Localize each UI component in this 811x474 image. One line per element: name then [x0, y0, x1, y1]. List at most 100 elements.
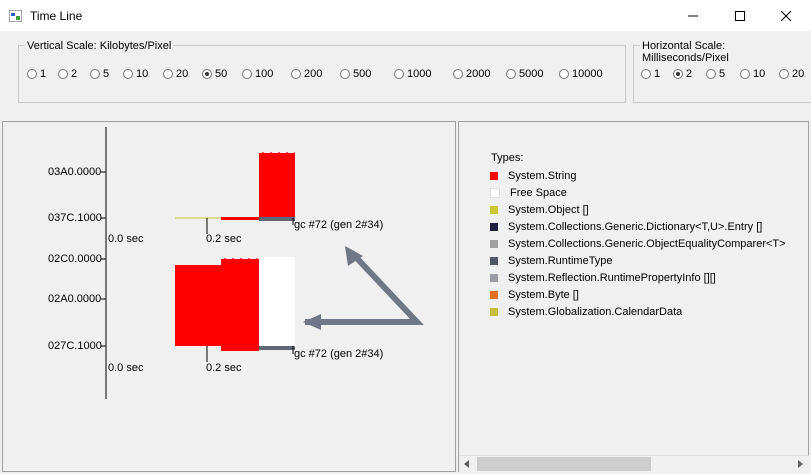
- legend-swatch: [490, 274, 498, 282]
- string-bar: [259, 153, 295, 217]
- string-bar-edge: [221, 258, 259, 264]
- radio-button[interactable]: [291, 69, 301, 79]
- vertical-scale-option-10[interactable]: 10: [123, 68, 148, 80]
- legend-swatch: [490, 240, 498, 248]
- radio-button[interactable]: [202, 69, 212, 79]
- radio-button[interactable]: [163, 69, 173, 79]
- radio-button[interactable]: [340, 69, 350, 79]
- horizontal-scale-option-5[interactable]: 5: [706, 68, 725, 80]
- radio-label: 1: [654, 68, 661, 80]
- vertical-scale-group: [18, 45, 626, 103]
- legend-item: System.Collections.Generic.ObjectEqualit…: [490, 236, 786, 252]
- vertical-scale-option-20[interactable]: 20: [163, 68, 188, 80]
- annotation-arrow: [305, 249, 424, 325]
- legend-swatch: [490, 206, 498, 214]
- arrowhead: [303, 314, 321, 330]
- maximize-button[interactable]: [720, 0, 760, 31]
- vertical-scale-option-200[interactable]: 200: [291, 68, 322, 80]
- close-button[interactable]: [766, 0, 806, 31]
- radio-button[interactable]: [27, 69, 37, 79]
- radio-button[interactable]: [394, 69, 404, 79]
- radio-label: 10000: [572, 68, 603, 80]
- legend-item: Free Space: [490, 185, 567, 201]
- radio-button[interactable]: [90, 69, 100, 79]
- radio-label: 20: [176, 68, 189, 80]
- legend-item: System.Byte []: [490, 287, 579, 303]
- legend-swatch: [490, 188, 500, 198]
- legend-swatch: [490, 308, 498, 316]
- legend-item: System.Object []: [490, 202, 589, 218]
- radio-button[interactable]: [641, 69, 651, 79]
- legend-label: System.Reflection.RuntimePropertyInfo []…: [508, 272, 716, 284]
- horizontal-scrollbar[interactable]: [459, 455, 809, 473]
- legend-item: System.Collections.Generic.Dictionary<T,…: [490, 219, 762, 235]
- vertical-scale-option-500[interactable]: 500: [340, 68, 371, 80]
- legend-item: System.String: [490, 168, 576, 184]
- string-bar: [221, 259, 259, 351]
- close-icon: [780, 10, 792, 21]
- scroll-right-icon[interactable]: [797, 460, 805, 469]
- radio-button[interactable]: [559, 69, 569, 79]
- radio-label: 20: [792, 68, 805, 80]
- radio-button[interactable]: [706, 69, 716, 79]
- legend-swatch: [490, 223, 498, 231]
- radio-label: 10: [136, 68, 149, 80]
- radio-button[interactable]: [123, 69, 133, 79]
- vertical-scale-option-5[interactable]: 5: [90, 68, 109, 80]
- radio-button[interactable]: [453, 69, 463, 79]
- radio-label: 2: [686, 68, 693, 80]
- vertical-scale-label: Vertical Scale: Kilobytes/Pixel: [25, 40, 174, 52]
- radio-button[interactable]: [506, 69, 516, 79]
- vertical-scale-option-100[interactable]: 100: [242, 68, 273, 80]
- legend-label: System.String: [508, 170, 577, 182]
- time-label: 0.2 sec: [206, 362, 242, 374]
- runtimetype-bar: [259, 346, 295, 350]
- string-bar-edge: [259, 152, 295, 156]
- vertical-scale-option-1[interactable]: 1: [27, 68, 46, 80]
- horizontal-scale-option-20[interactable]: 20: [779, 68, 804, 80]
- vertical-scale-option-2000[interactable]: 2000: [453, 68, 490, 80]
- address-label: 02A0.0000: [48, 293, 102, 305]
- radio-label: 5000: [519, 68, 544, 80]
- radio-button[interactable]: [740, 69, 750, 79]
- vertical-scale-option-50[interactable]: 50: [202, 68, 227, 80]
- timeline-canvas[interactable]: [3, 122, 457, 473]
- legend-label: System.Byte []: [508, 289, 579, 301]
- scrollbar-thumb[interactable]: [477, 457, 651, 471]
- arrowhead: [345, 246, 363, 266]
- time-label: 0.2 sec: [206, 233, 242, 245]
- legend-label: System.Collections.Generic.Dictionary<T,…: [508, 221, 763, 233]
- radio-button[interactable]: [242, 69, 252, 79]
- legend-swatch: [490, 257, 498, 265]
- minimize-button[interactable]: [673, 0, 713, 31]
- horizontal-scale-option-1[interactable]: 1: [641, 68, 660, 80]
- time-label: 0.0 sec: [108, 362, 144, 374]
- address-label: 02C0.0000: [48, 253, 102, 265]
- legend-panel: Types: System.String Free Space System.Obj…: [458, 121, 809, 472]
- scroll-left-icon[interactable]: [463, 460, 471, 469]
- string-bar: [175, 265, 221, 346]
- vertical-scale-option-5000[interactable]: 5000: [506, 68, 543, 80]
- timeline-panel: 03A0.0000 037C.1000 0.0 sec 0.2 sec gc #…: [2, 121, 456, 472]
- radio-label: 5: [719, 68, 726, 80]
- radio-label: 500: [353, 68, 372, 80]
- string-bar: [221, 217, 259, 220]
- radio-label: 200: [304, 68, 323, 80]
- legend-label: System.Object []: [508, 204, 589, 216]
- radio-label: 1: [40, 68, 47, 80]
- horizontal-scale-option-2[interactable]: 2: [673, 68, 692, 80]
- minimize-icon: [688, 15, 698, 16]
- gc-label: gc #72 (gen 2#34): [294, 348, 384, 360]
- legend-label: System.Collections.Generic.ObjectEqualit…: [508, 238, 786, 250]
- address-label: 03A0.0000: [48, 166, 102, 178]
- time-label: 0.0 sec: [108, 233, 144, 245]
- legend-item: System.Reflection.RuntimePropertyInfo []…: [490, 270, 716, 286]
- radio-button[interactable]: [673, 69, 683, 79]
- legend-swatch: [490, 291, 498, 299]
- vertical-scale-option-10000[interactable]: 10000: [559, 68, 603, 80]
- radio-button[interactable]: [779, 69, 789, 79]
- vertical-scale-option-2[interactable]: 2: [58, 68, 77, 80]
- horizontal-scale-option-10[interactable]: 10: [740, 68, 765, 80]
- vertical-scale-option-1000[interactable]: 1000: [394, 68, 431, 80]
- radio-button[interactable]: [58, 69, 68, 79]
